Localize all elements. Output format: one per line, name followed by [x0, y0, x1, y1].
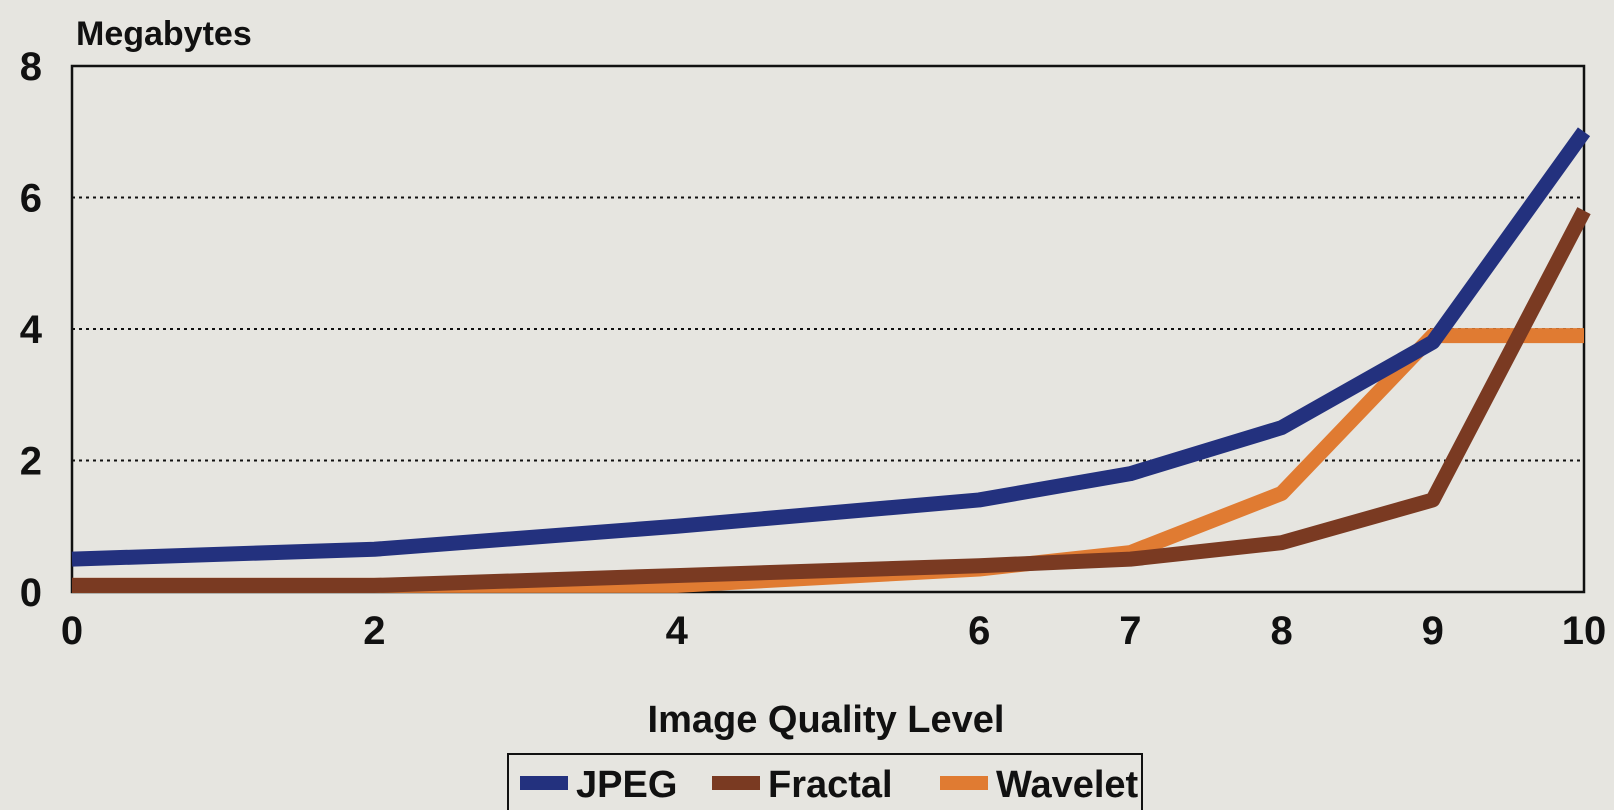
y-axis-ticks: 0 2 4 6 8 [20, 45, 43, 615]
x-tick-label: 2 [363, 609, 385, 653]
x-tick-label: 8 [1270, 609, 1292, 653]
y-tick-label: 8 [20, 45, 42, 89]
legend-swatch-wavelet [940, 776, 988, 790]
y-tick-label: 4 [20, 308, 43, 352]
x-axis-ticks: 0 2 4 6 7 8 9 10 [61, 609, 1606, 653]
legend: JPEG Fractal Wavelet [507, 753, 1143, 810]
legend-box [507, 753, 1143, 810]
series-line-jpeg [71, 127, 1591, 567]
legend-swatch-jpeg [520, 776, 568, 790]
x-tick-label: 0 [61, 609, 83, 653]
x-tick-label: 6 [968, 609, 990, 653]
series-line-fractal [72, 207, 1591, 593]
y-tick-label: 0 [20, 571, 42, 615]
legend-label-jpeg: JPEG [576, 764, 677, 806]
x-tick-label: 4 [666, 609, 689, 653]
x-axis-title: Image Quality Level [648, 699, 1005, 741]
series-lines [71, 127, 1591, 593]
y-tick-label: 2 [20, 440, 42, 484]
legend-swatch-fractal [712, 776, 760, 790]
legend-label-wavelet: Wavelet [996, 764, 1139, 806]
x-tick-label: 9 [1422, 609, 1444, 653]
legend-label-fractal: Fractal [768, 764, 893, 806]
x-tick-label: 10 [1562, 609, 1607, 653]
gridlines [72, 196, 1584, 462]
y-tick-label: 6 [20, 177, 42, 221]
y-axis-title: Megabytes [76, 15, 252, 53]
x-tick-label: 7 [1119, 609, 1141, 653]
